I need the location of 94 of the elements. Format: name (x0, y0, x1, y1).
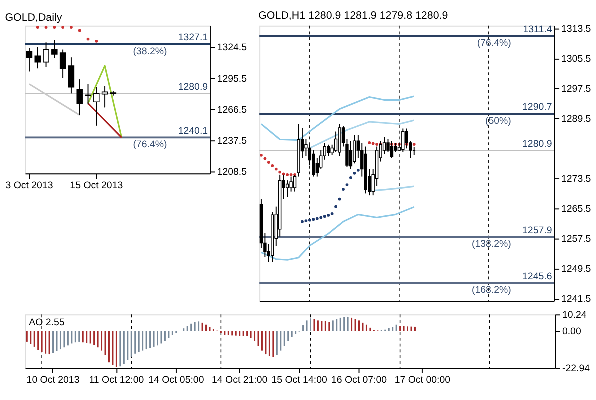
y-tick-label: 1241.5 (561, 294, 592, 306)
candlestick (76, 79, 83, 116)
y-tick-label: 0.00 (562, 326, 582, 338)
candlestick (94, 86, 100, 126)
ref-line-label: 1290.7 (522, 102, 552, 114)
point (271, 164, 274, 168)
x-tick-label: 14 Oct 05:00 (148, 375, 205, 386)
x-tick-label: 14 Oct 21:00 (212, 375, 268, 386)
point (353, 172, 356, 175)
chart-title: GOLD,H1 1280.9 1281.9 1279.8 1280.9 (258, 10, 448, 22)
point (327, 214, 330, 217)
point (356, 168, 360, 172)
candlestick (326, 144, 330, 157)
y-tick-label: 1257.5 (561, 234, 592, 246)
point (316, 217, 319, 220)
annotation: (50%) (485, 116, 512, 127)
annotation: (168.2%) (472, 285, 512, 296)
candlestick (26, 48, 33, 72)
candlestick (60, 49, 66, 79)
point (274, 168, 278, 171)
point (346, 184, 349, 187)
point (350, 176, 352, 180)
x-tick-label: 17 Oct 00:00 (394, 375, 452, 386)
point (44, 26, 48, 29)
y-tick-label: 1208.5 (217, 166, 248, 178)
ref-line-label: 1245.6 (522, 272, 552, 283)
point (320, 216, 323, 220)
x-tick-label: 10 Oct 2013 (26, 375, 80, 386)
line-series (260, 206, 416, 261)
point (342, 188, 345, 192)
point (330, 212, 334, 216)
point (95, 40, 98, 43)
annotation: (76.4%) (477, 38, 512, 50)
point (260, 154, 263, 157)
y-tick-label: -22.94 (562, 364, 591, 375)
y-tick-label: 1237.5 (217, 136, 248, 147)
point (53, 26, 56, 29)
point (282, 172, 286, 176)
annotation: (38.2%) (133, 46, 168, 58)
point (301, 220, 304, 224)
point (290, 173, 293, 176)
y-tick-label: 1313.5 (561, 24, 592, 35)
point (278, 170, 282, 174)
y-tick-label: 1297.5 (561, 84, 592, 95)
x-tick-label: 11 Oct 12:00 (89, 375, 145, 386)
annotation: (76.4%) (133, 139, 168, 150)
point (338, 198, 342, 201)
ref-line-label: 1257.9 (522, 225, 552, 236)
candlestick (52, 40, 58, 59)
y-tick-label: 1273.5 (561, 174, 592, 186)
point (36, 26, 40, 29)
ref-line-label: 1240.1 (178, 126, 208, 137)
point (264, 157, 267, 160)
y-tick-label: 1265.5 (561, 204, 592, 216)
candlestick (34, 46, 41, 70)
point (312, 218, 316, 222)
ref-line-label: 1280.9 (522, 139, 552, 150)
candlestick (43, 42, 50, 68)
annotation: (138.2%) (472, 238, 512, 250)
x-tick-label: 15 Oct 14:00 (272, 375, 328, 386)
point (62, 26, 65, 29)
point (368, 142, 372, 144)
point (372, 142, 375, 146)
candlestick (68, 57, 75, 94)
y-tick-label: 1324.5 (217, 42, 248, 54)
y-tick-label: 1295.5 (217, 74, 248, 85)
point (304, 220, 308, 223)
candlestick (286, 180, 290, 198)
point (86, 38, 90, 41)
point (412, 143, 416, 146)
point (308, 218, 312, 222)
ref-line-label: 1327.1 (178, 32, 208, 44)
candlestick (334, 131, 338, 153)
y-tick-label: 1305.5 (561, 54, 592, 65)
point (334, 205, 338, 208)
point (78, 29, 82, 32)
y-tick-label: 10.24 (562, 310, 588, 322)
x-tick-label: 16 Oct 07:00 (331, 375, 388, 386)
annotation: AO 2.55 (29, 317, 65, 328)
chart-title: GOLD,Daily (5, 12, 63, 24)
point (323, 215, 326, 218)
y-tick-label: 1289.5 (561, 114, 592, 126)
x-tick-label: 3 Oct 2013 (6, 180, 54, 192)
line-series (260, 96, 416, 142)
y-tick-label: 1266.5 (217, 104, 248, 116)
x-tick-label: 15 Oct 2013 (70, 180, 124, 192)
ref-line-label: 1280.9 (178, 82, 208, 94)
point (376, 143, 379, 146)
point (70, 26, 73, 29)
y-tick-label: 1249.5 (561, 264, 592, 276)
point (267, 161, 270, 164)
ref-line-label: 1311.4 (523, 24, 553, 36)
point (286, 173, 290, 176)
candlestick (293, 174, 297, 192)
